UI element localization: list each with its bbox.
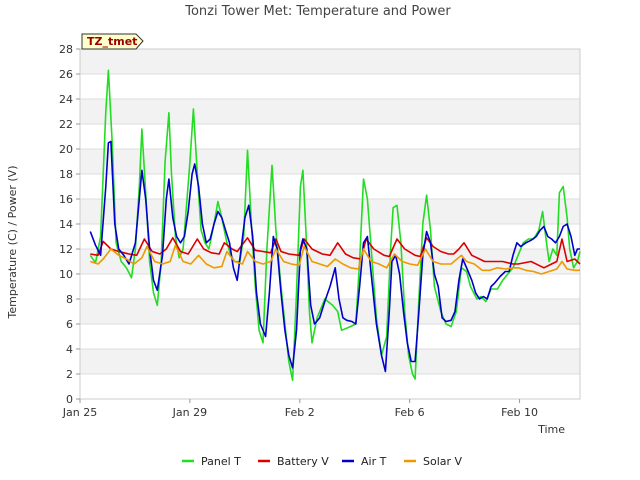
x-tick-label: Feb 6 [395,406,425,419]
annotation-label: TZ_tmet [87,35,137,48]
x-axis-title: Time [537,423,565,436]
y-axis-title: Temperature (C) / Power (V) [6,165,19,319]
annotation-tag: TZ_tmet [81,33,144,50]
x-tick-label: Feb 2 [285,406,315,419]
grid-bands [80,49,580,374]
series-line-battery-v [90,237,581,269]
y-tick-label: 6 [66,318,73,331]
chart-title: Tonzi Tower Met: Temperature and Power [184,4,451,19]
y-tick-label: 2 [66,368,73,381]
grid-band [80,349,580,374]
series-layer [89,69,581,382]
legend-label: Solar V [423,455,463,468]
x-tick-label: Feb 10 [501,406,538,419]
y-tick-label: 8 [66,293,73,306]
legend-item-panel-t[interactable]: Panel T [182,455,241,468]
legend-label: Panel T [201,455,241,468]
y-tick-label: 20 [59,143,73,156]
y-tick-label: 10 [59,268,73,281]
grid-lines [80,48,580,400]
legend-item-battery-v[interactable]: Battery V [258,455,329,468]
x-tick-label: Jan 25 [62,406,97,419]
x-axis: Jan 25 Jan 29 Feb 2 Feb 6 Feb 10 [62,399,538,419]
legend: Panel T Battery V Air T Solar V [182,455,463,468]
series-line-air-t [89,140,580,373]
y-tick-label: 26 [59,68,73,81]
y-tick-label: 14 [59,218,73,231]
y-tick-label: 28 [59,43,73,56]
y-tick-label: 22 [59,118,73,131]
y-tick-label: 0 [66,393,73,406]
legend-item-solar-v[interactable]: Solar V [404,455,463,468]
legend-label: Air T [361,455,387,468]
legend-label: Battery V [277,455,329,468]
y-tick-label: 4 [66,343,73,356]
grid-band [80,49,580,74]
grid-band [80,199,580,224]
y-tick-label: 24 [59,93,73,106]
grid-band [80,99,580,124]
x-tick-label: Jan 29 [172,406,207,419]
grid-band [80,149,580,174]
series-line-solar-v [90,244,580,275]
series-line-panel-t [89,69,581,382]
y-tick-label: 16 [59,193,73,206]
legend-item-air-t[interactable]: Air T [342,455,387,468]
y-tick-label: 12 [59,243,73,256]
annotation-box [81,33,144,50]
y-tick-label: 18 [59,168,73,181]
